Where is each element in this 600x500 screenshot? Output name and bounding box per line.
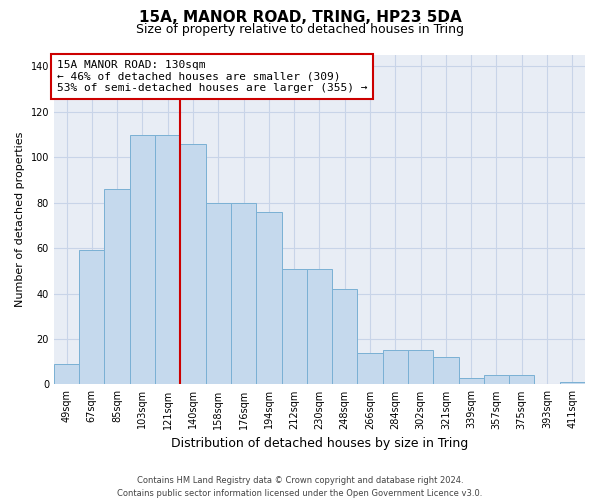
- Bar: [54, 364, 79, 384]
- Bar: [433, 357, 458, 384]
- Y-axis label: Number of detached properties: Number of detached properties: [15, 132, 25, 308]
- Bar: [181, 144, 206, 384]
- X-axis label: Distribution of detached houses by size in Tring: Distribution of detached houses by size …: [171, 437, 468, 450]
- Bar: [206, 202, 231, 384]
- Bar: [383, 350, 408, 384]
- Bar: [332, 289, 358, 384]
- Text: Size of property relative to detached houses in Tring: Size of property relative to detached ho…: [136, 22, 464, 36]
- Bar: [130, 134, 155, 384]
- Bar: [256, 212, 281, 384]
- Bar: [408, 350, 433, 384]
- Bar: [509, 376, 535, 384]
- Bar: [231, 202, 256, 384]
- Text: 15A MANOR ROAD: 130sqm
← 46% of detached houses are smaller (309)
53% of semi-de: 15A MANOR ROAD: 130sqm ← 46% of detached…: [56, 60, 367, 93]
- Bar: [484, 376, 509, 384]
- Text: Contains HM Land Registry data © Crown copyright and database right 2024.
Contai: Contains HM Land Registry data © Crown c…: [118, 476, 482, 498]
- Bar: [307, 268, 332, 384]
- Bar: [281, 268, 307, 384]
- Bar: [155, 134, 181, 384]
- Bar: [79, 250, 104, 384]
- Bar: [458, 378, 484, 384]
- Text: 15A, MANOR ROAD, TRING, HP23 5DA: 15A, MANOR ROAD, TRING, HP23 5DA: [139, 10, 461, 25]
- Bar: [560, 382, 585, 384]
- Bar: [358, 352, 383, 384]
- Bar: [104, 189, 130, 384]
